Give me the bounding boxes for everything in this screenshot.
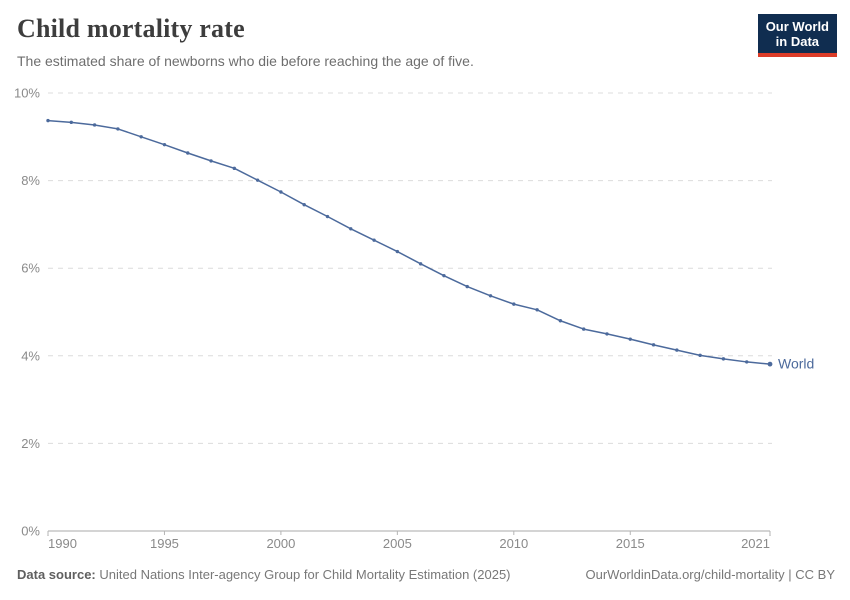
data-point[interactable] <box>418 262 423 266</box>
data-point[interactable] <box>465 284 469 289</box>
x-axis-tick-label: 2010 <box>499 536 528 551</box>
data-point[interactable] <box>116 127 120 131</box>
data-point[interactable] <box>279 190 283 194</box>
data-source-text: United Nations Inter-agency Group for Ch… <box>99 567 511 582</box>
data-point[interactable] <box>255 178 260 182</box>
data-point[interactable] <box>442 273 446 278</box>
chart-footer: Data source: United Nations Inter-agency… <box>17 567 835 582</box>
y-axis-tick-label: 4% <box>21 348 40 363</box>
x-axis-tick-label: 2000 <box>266 536 295 551</box>
data-point[interactable] <box>186 151 190 155</box>
data-point[interactable] <box>69 120 73 125</box>
owid-logo[interactable]: Our World in Data <box>757 14 837 57</box>
data-point[interactable] <box>558 319 563 323</box>
data-point[interactable] <box>488 294 493 298</box>
data-point[interactable] <box>767 361 773 367</box>
data-point[interactable] <box>395 249 400 254</box>
data-point[interactable] <box>372 238 376 242</box>
x-axis-tick-label: 1990 <box>48 536 77 551</box>
data-point[interactable] <box>46 118 50 123</box>
data-point[interactable] <box>628 337 632 341</box>
data-point[interactable] <box>232 166 237 171</box>
data-point[interactable] <box>302 202 306 207</box>
chart-svg[interactable]: 0% 2% 4% 6% 8% 10% 1990 1995 2000 2005 2010 2015 202… <box>0 80 850 560</box>
page-subtitle: The estimated share of newborns who die … <box>17 53 474 69</box>
chart-area: 0% 2% 4% 6% 8% 10% 1990 1995 2000 2005 2010 2015 202… <box>0 80 850 560</box>
y-axis-tick-label: 6% <box>21 261 40 276</box>
data-point[interactable] <box>349 227 353 231</box>
series-line-world[interactable] <box>47 119 771 365</box>
x-axis-tick-label: 2005 <box>383 536 412 551</box>
data-point[interactable] <box>721 357 726 361</box>
data-point[interactable] <box>139 135 143 139</box>
series-label-world[interactable]: World <box>778 356 814 372</box>
y-axis-tick-label: 2% <box>21 436 40 451</box>
x-axis-tick-label: 1995 <box>150 536 179 551</box>
data-point[interactable] <box>745 360 749 364</box>
data-point[interactable] <box>581 327 586 331</box>
data-point[interactable] <box>512 302 516 306</box>
owid-logo-line2: in Data <box>775 34 820 49</box>
y-axis-tick-label: 10% <box>14 86 40 101</box>
y-axis-tick-label: 0% <box>21 524 40 539</box>
page-title: Child mortality rate <box>17 14 245 43</box>
data-point[interactable] <box>325 214 330 219</box>
x-axis-tick-label: 2015 <box>616 536 645 551</box>
chart-header: Child mortality rate The estimated share… <box>17 14 837 69</box>
data-source-label: Data source: <box>17 567 96 582</box>
data-point[interactable] <box>92 123 97 127</box>
data-point[interactable] <box>651 343 656 347</box>
data-point[interactable] <box>162 142 167 147</box>
data-point[interactable] <box>605 332 609 336</box>
owid-citation-link[interactable]: OurWorldinData.org/child-mortality | CC … <box>585 567 836 582</box>
data-source: Data source: United Nations Inter-agency… <box>17 567 511 582</box>
data-point[interactable] <box>698 353 702 358</box>
data-point[interactable] <box>675 348 679 352</box>
x-axis-tick-label: 2021 <box>741 536 770 551</box>
data-point[interactable] <box>209 159 213 163</box>
owid-logo-line1: Our World <box>765 19 829 34</box>
y-axis-tick-label: 8% <box>21 173 40 188</box>
data-point[interactable] <box>535 308 539 312</box>
